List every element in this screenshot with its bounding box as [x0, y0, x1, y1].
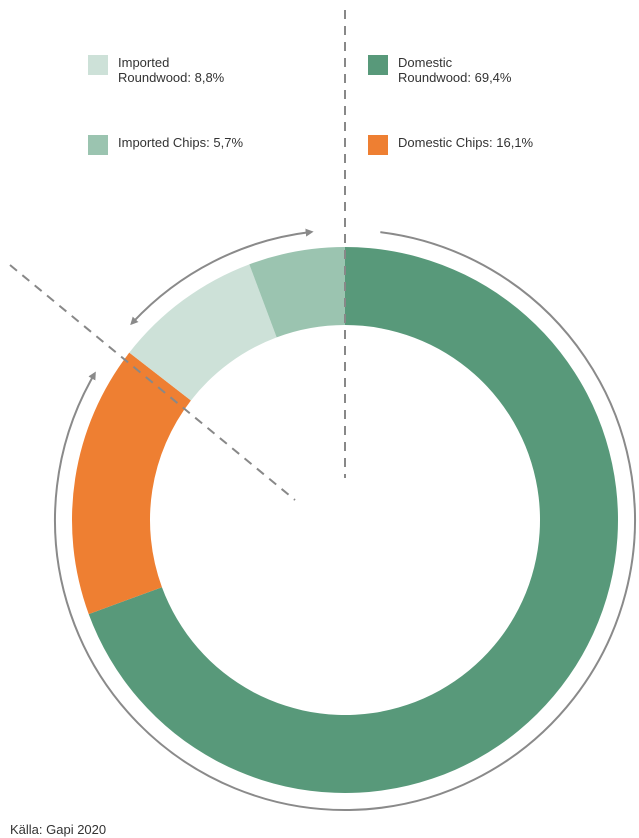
divider — [9, 264, 296, 501]
legend-item: Imported Roundwood: 8,8% — [88, 55, 224, 85]
legend-swatch — [88, 55, 108, 75]
legend-swatch — [88, 135, 108, 155]
source: Källa: Gapi 2020 — [10, 822, 107, 837]
legend-label: Imported Roundwood: 8,8% — [118, 55, 225, 85]
legend-item: Imported Chips: 5,7% — [88, 135, 243, 155]
legend-label: Domestic Roundwood: 69,4% — [398, 55, 512, 85]
legend-swatch — [368, 55, 388, 75]
donut-segment — [88, 247, 619, 793]
bracket-arc — [54, 231, 636, 812]
donut-segment — [71, 352, 191, 615]
legend-label: Imported Chips: 5,7% — [118, 135, 244, 150]
bracket-arc — [130, 228, 314, 326]
legend-swatch — [368, 135, 388, 155]
legend-item: Domestic Chips: 16,1% — [368, 135, 533, 155]
legend-item: Domestic Roundwood: 69,4% — [368, 55, 511, 85]
legend-label: Domestic Chips: 16,1% — [398, 135, 534, 150]
